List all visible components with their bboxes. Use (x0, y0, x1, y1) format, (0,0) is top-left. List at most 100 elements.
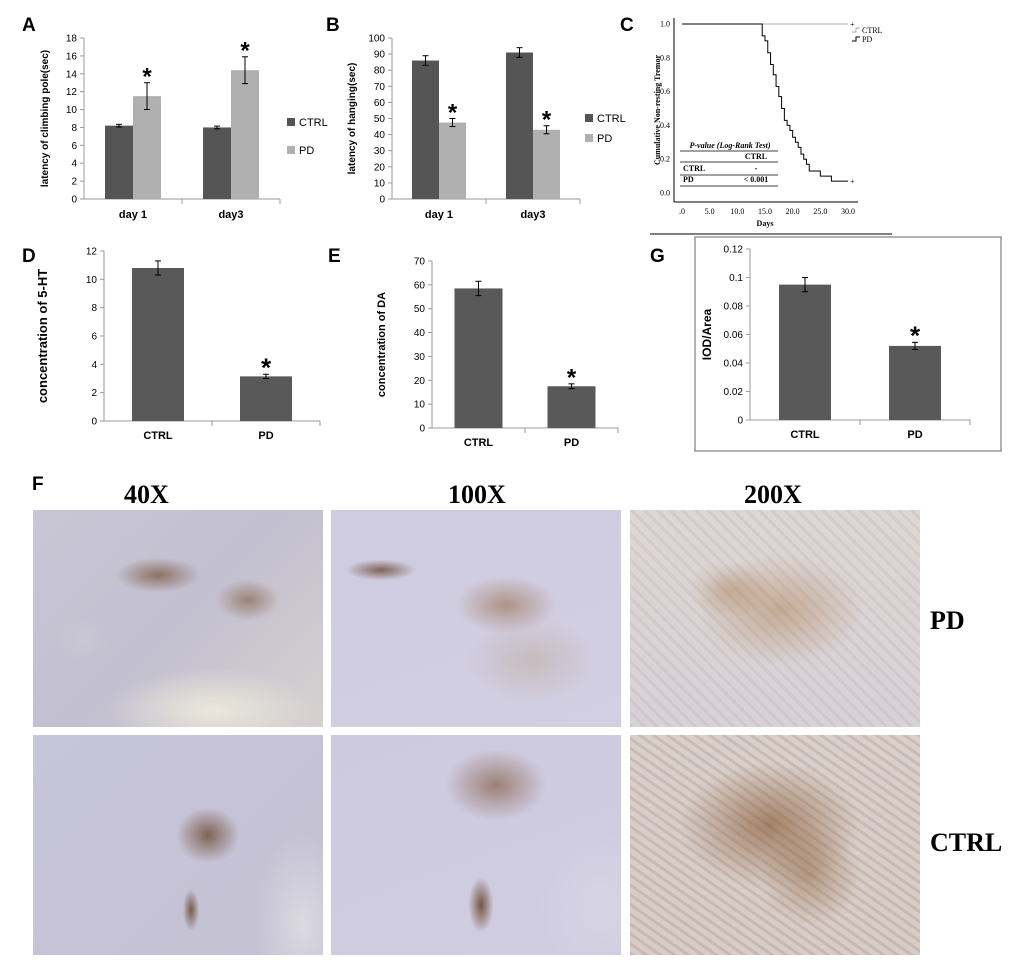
x-tick-label: 20.0 (786, 207, 800, 216)
y-tick-label: 0.4 (660, 121, 670, 130)
y-tick-label: 80 (374, 66, 386, 77)
x-tick-label: 15.0 (758, 207, 772, 216)
y-tick-label: 0 (71, 195, 77, 206)
y-tick-label: 4 (91, 360, 97, 371)
panel-letter-g: G (650, 246, 665, 267)
significance-star: * (910, 321, 921, 351)
x-tick-label: CTRL (464, 437, 494, 449)
y-tick-label: 0.8 (660, 53, 670, 62)
panel-letter-a: A (22, 15, 36, 36)
x-tick-label: .0 (679, 207, 685, 216)
legend-swatch (287, 118, 295, 126)
panel-letter-b: B (326, 15, 340, 36)
censor-mark: + (850, 177, 855, 186)
y-tick-label: 0.12 (724, 245, 744, 256)
bar (133, 96, 161, 199)
y-tick-label: 70 (414, 257, 426, 268)
magnification-label-100x: 100X (448, 480, 506, 509)
y-tick-label: 70 (374, 82, 386, 93)
y-tick-label: 0.08 (724, 302, 744, 313)
x-tick-label: 25.0 (813, 207, 827, 216)
x-tick-label: day 1 (119, 209, 147, 221)
bar (889, 345, 941, 420)
y-tick-label: 0.1 (729, 273, 743, 284)
y-tick-label: 90 (374, 50, 386, 61)
panel-letter-e: E (328, 246, 341, 267)
bar (533, 129, 560, 199)
x-tick-label: PD (258, 430, 273, 442)
x-tick-label: CTRL (790, 429, 820, 441)
legend-swatch (852, 36, 860, 42)
significance-star: * (240, 38, 250, 65)
y-axis-label: latency of hanging(sec) (347, 63, 358, 175)
table-row-value: < 0.001 (744, 175, 769, 184)
micrograph-ctrl-200x (630, 735, 920, 955)
x-tick-label: day 1 (425, 209, 453, 221)
y-tick-label: 0.6 (660, 87, 670, 96)
bar (203, 127, 231, 199)
bar (506, 52, 533, 199)
y-tick-label: 0 (419, 424, 425, 435)
y-tick-label: 40 (374, 130, 386, 141)
y-axis-label: IOD/Area (700, 309, 714, 361)
bar (439, 122, 466, 199)
magnification-label-200x: 200X (744, 480, 802, 509)
legend-label: CTRL (862, 26, 883, 35)
y-tick-label: 10 (414, 400, 426, 411)
legend-swatch (585, 114, 593, 122)
y-tick-label: 8 (91, 303, 97, 314)
panel-letter-c: C (620, 15, 634, 36)
table-header: CTRL (745, 152, 767, 161)
y-tick-label: 0.04 (724, 359, 744, 370)
bar (231, 70, 259, 199)
legend-label: PD (299, 145, 314, 157)
y-tick-label: 2 (71, 177, 77, 188)
bar (547, 386, 596, 428)
significance-star: * (567, 365, 577, 392)
significance-star: * (261, 352, 272, 382)
y-tick-label: 0.0 (660, 189, 670, 198)
chart-d: 0 2 4 6 8 10 12 concentration of 5-HT CTRL PD * (35, 247, 321, 442)
x-tick-label: 10.0 (730, 207, 744, 216)
micrograph-pd-40x (33, 510, 323, 727)
panel-letter-f: F (32, 474, 44, 495)
x-tick-label: 5.0 (705, 207, 715, 216)
micrograph-ctrl-40x (33, 735, 323, 955)
x-tick-label: day3 (218, 209, 243, 221)
bar (132, 268, 184, 421)
y-tick-label: 0.02 (724, 387, 744, 398)
x-tick-label: PD (907, 429, 922, 441)
y-tick-label: 16 (66, 51, 78, 62)
micrograph-pd-200x (630, 510, 920, 727)
y-tick-label: 0 (737, 416, 743, 427)
y-tick-label: 60 (374, 98, 386, 109)
y-tick-label: 50 (374, 114, 386, 125)
magnification-label-40x: 40X (124, 480, 169, 509)
y-tick-label: 18 (66, 34, 78, 45)
legend-label: CTRL (597, 113, 626, 125)
table-row-label: CTRL (683, 164, 705, 173)
y-axis-label: concentration of 5-HT (35, 269, 50, 403)
x-axis-label: Days (757, 219, 774, 228)
chart-g: 0 0.02 0.04 0.06 0.08 0.1 0.12 IOD/Area CTRL PD * (694, 236, 1002, 452)
y-tick-label: 12 (66, 87, 78, 98)
legend-swatch (852, 27, 860, 33)
y-tick-label: 1.0 (660, 20, 670, 29)
panel-letter-d: D (22, 246, 36, 267)
y-tick-label: 2 (91, 388, 97, 399)
chart-e: 0 10 20 30 40 50 60 70 concentration of DA CTRL PD… (376, 257, 619, 449)
y-tick-label: 20 (374, 162, 386, 173)
table-row-label: PD (683, 175, 694, 184)
chart-b: 0 10 20 30 40 50 60 70 80 90 100 latency of hanging… (347, 34, 626, 222)
y-tick-label: 14 (66, 69, 78, 80)
y-tick-label: 60 (414, 280, 426, 291)
legend-swatch (287, 146, 295, 154)
bar (454, 288, 503, 428)
significance-star: * (142, 64, 152, 91)
y-tick-label: 30 (414, 352, 426, 363)
table-title: P-value (Log-Rank Test) (689, 141, 770, 150)
legend-label: PD (862, 35, 872, 44)
panel-g-frame (694, 236, 1002, 452)
y-axis-label: Cumulative Non-resting Tremor (653, 55, 662, 166)
survival-line-pd (682, 23, 848, 182)
